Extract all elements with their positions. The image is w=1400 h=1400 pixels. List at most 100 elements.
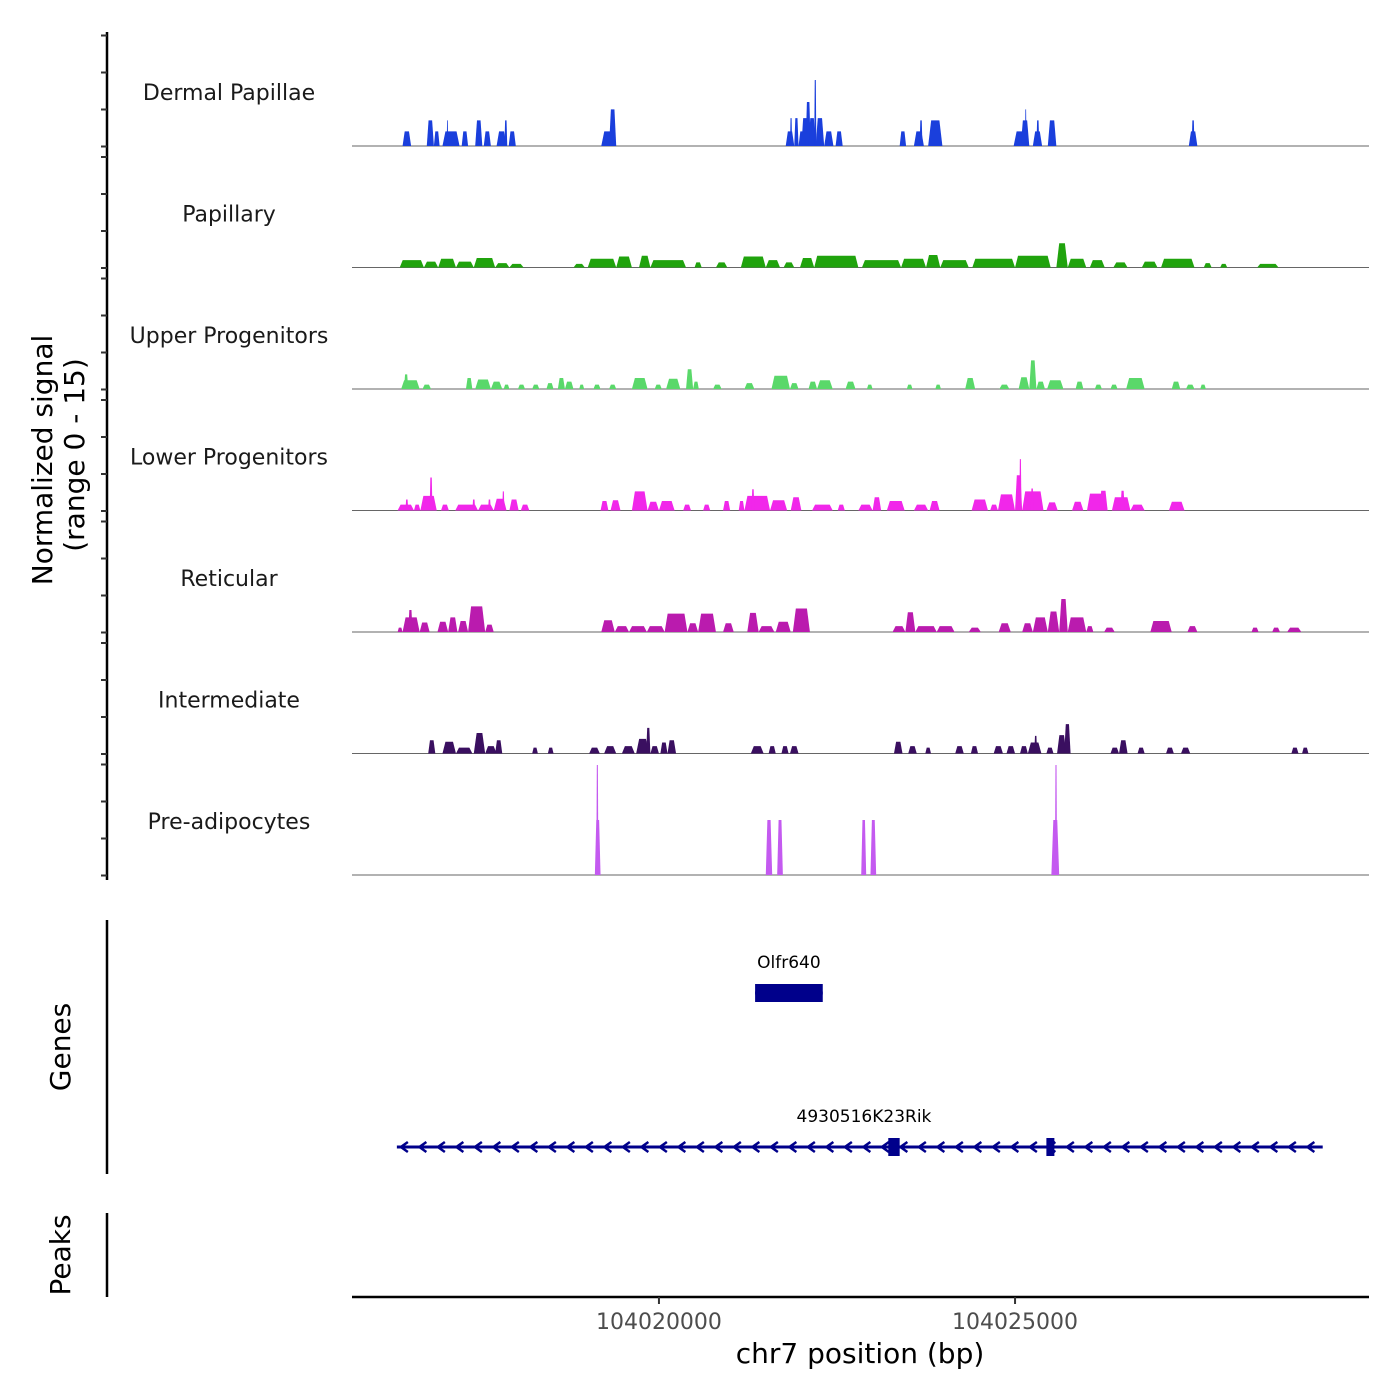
gene-label: 4930516K23Rik <box>797 1107 932 1127</box>
signal-bin <box>1032 617 1048 632</box>
signal-bin <box>972 258 1016 268</box>
strand-arrow-icon <box>1083 1140 1094 1154</box>
signal-bin <box>1046 502 1058 511</box>
signal-bin <box>1015 255 1051 268</box>
signal-bin <box>815 118 825 146</box>
signal-bin <box>667 740 677 754</box>
signal-bin <box>490 381 503 389</box>
signal-bin <box>429 477 433 511</box>
signal-bin <box>1036 381 1045 389</box>
strand-arrow-icon <box>1286 1140 1297 1154</box>
signal-bin <box>1047 380 1064 389</box>
signal-bin <box>899 131 907 146</box>
signal-bin <box>573 263 585 268</box>
track-lower-progenitors: Lower Progenitors <box>130 446 1369 511</box>
signal-bin <box>765 820 773 875</box>
strand-arrow-icon <box>472 1140 483 1154</box>
signal-bin <box>636 738 649 754</box>
signal-bin <box>1171 381 1181 389</box>
signal-bin <box>413 504 421 511</box>
signal-bin <box>1113 262 1128 268</box>
signal-bin <box>1120 490 1125 511</box>
strand-arrow-icon <box>1268 1140 1279 1154</box>
signal-bin <box>448 617 458 632</box>
signal-bin <box>1119 740 1128 754</box>
signal-bin <box>455 261 474 268</box>
signal-bin <box>837 504 845 511</box>
signal-bin <box>1046 747 1054 754</box>
signal-bin <box>1006 746 1016 754</box>
signal-bin <box>1099 490 1108 511</box>
signal-bin <box>1047 611 1060 632</box>
strand-arrow-icon <box>1305 1140 1316 1154</box>
signal-bin <box>744 383 755 389</box>
signal-bin <box>1272 627 1280 632</box>
genes-panel-label: Genes <box>44 1003 77 1091</box>
signal-bin <box>433 131 440 146</box>
signal-bin <box>473 257 496 268</box>
signal-bin <box>520 504 530 511</box>
gene-annotations: Olfr640 4930516K23Rik <box>396 953 1323 1156</box>
signal-bin <box>901 258 927 268</box>
strand-arrow-icon <box>953 1140 964 1154</box>
signal-bin <box>925 747 932 754</box>
x-tick-label: 104025000 <box>952 1310 1078 1335</box>
signal-bin <box>654 384 662 389</box>
signal-bin <box>892 626 906 632</box>
signal-bin <box>1086 626 1094 632</box>
signal-bin <box>935 384 941 389</box>
signal-bin <box>664 613 688 632</box>
signal-bin <box>650 746 659 754</box>
gene-label: Olfr640 <box>757 953 821 973</box>
signal-bin <box>687 623 699 632</box>
signal-bin <box>621 746 635 754</box>
signal-bin <box>775 621 791 632</box>
signal-bin <box>408 610 413 632</box>
strand-arrow-icon <box>398 1140 409 1154</box>
signal-bin <box>835 131 843 146</box>
signal-bin <box>768 746 776 754</box>
gene-exon <box>755 984 823 1002</box>
strand-arrow-icon <box>1064 1140 1075 1154</box>
track-reticular: Reticular <box>180 567 1369 633</box>
signal-bin <box>1089 260 1105 268</box>
signal-bin <box>1187 626 1198 632</box>
signal-bin <box>493 498 507 511</box>
signal-bin <box>1075 381 1084 389</box>
strand-arrow-icon <box>713 1140 724 1154</box>
signal-bin <box>557 378 565 389</box>
signal-bin <box>532 384 540 389</box>
signal-bin <box>893 741 903 754</box>
signal-bin <box>1291 747 1299 754</box>
strand-arrow-icon <box>1194 1140 1205 1154</box>
strand-arrow-icon <box>694 1140 705 1154</box>
strand-arrow-icon <box>1027 1140 1038 1154</box>
signal-bin <box>698 613 716 632</box>
signal-bin <box>446 120 449 146</box>
signal-bin <box>658 500 675 511</box>
signal-bin <box>723 623 734 632</box>
signal-bin <box>790 497 802 511</box>
track-label: Dermal Papillae <box>143 81 315 106</box>
signal-bin <box>926 255 941 268</box>
signal-bin <box>970 746 979 754</box>
signal-bin <box>794 118 799 146</box>
signal-bin <box>587 258 617 268</box>
track-label: Reticular <box>180 567 278 592</box>
strand-arrow-icon <box>1175 1140 1186 1154</box>
signal-bin <box>781 746 789 754</box>
signal-bin <box>399 260 424 268</box>
signal-bin <box>999 384 1010 389</box>
gene-exon <box>888 1138 900 1156</box>
signal-bin <box>990 504 998 511</box>
signal-bin <box>509 263 524 268</box>
signal-bin <box>495 263 510 268</box>
signal-bin <box>799 257 815 268</box>
signal-bin <box>1064 724 1071 754</box>
signal-bin <box>402 131 412 146</box>
strand-arrow-icon <box>916 1140 927 1154</box>
signal-bin <box>1191 120 1195 146</box>
signal-bin <box>1054 765 1058 875</box>
signal-bin <box>547 747 554 754</box>
signal-bin <box>666 378 681 389</box>
